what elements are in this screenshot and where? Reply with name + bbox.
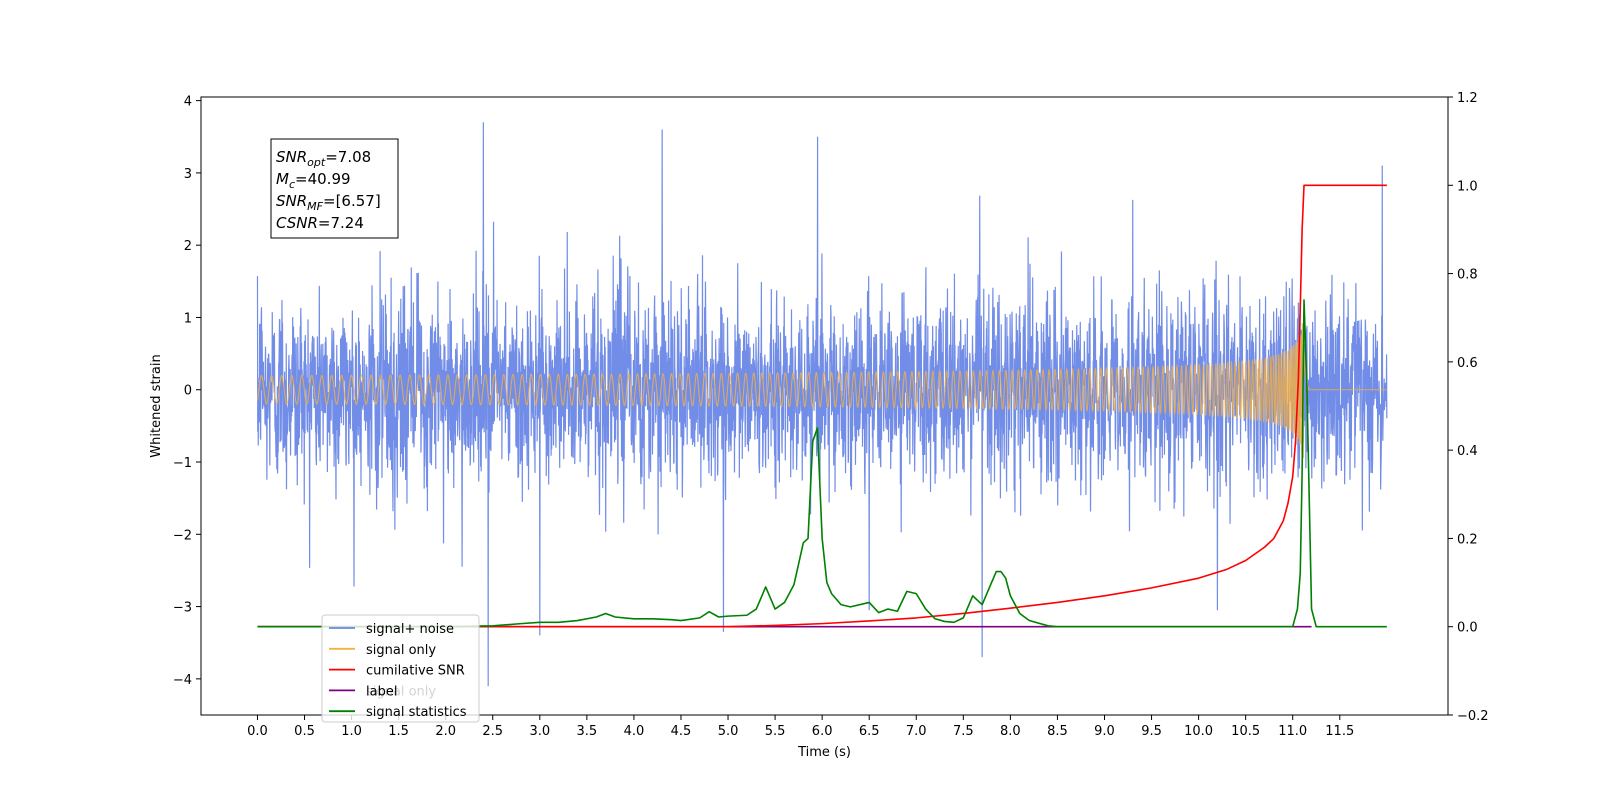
y2-tick-label: 0.4 bbox=[1457, 444, 1478, 459]
x-tick-label: 0.0 bbox=[247, 724, 268, 739]
series-signal-statistics-line bbox=[257, 299, 1387, 628]
x-tick-label: 5.5 bbox=[765, 724, 786, 739]
y-tick-label: 3 bbox=[184, 167, 192, 182]
x-tick-label: 5.0 bbox=[718, 724, 739, 739]
x-tick-label: 6.5 bbox=[859, 724, 880, 739]
annotation-line: CSNR=7.24 bbox=[276, 214, 364, 232]
x-tick-label: 8.0 bbox=[1000, 724, 1021, 739]
x-tick-label: 11.5 bbox=[1325, 724, 1354, 739]
y-tick-label: 0 bbox=[184, 384, 192, 399]
y2-tick-label: 0.0 bbox=[1457, 621, 1478, 636]
x-tick-label: 2.0 bbox=[435, 724, 456, 739]
y-tick-label: −4 bbox=[173, 673, 192, 688]
y2-tick-label: 0.8 bbox=[1457, 268, 1478, 283]
x-tick-label: 11.0 bbox=[1278, 724, 1307, 739]
y2-tick-label: 0.2 bbox=[1457, 532, 1478, 547]
annotation-frame bbox=[270, 138, 399, 239]
plot-area bbox=[256, 122, 1388, 687]
x-tick-label: 4.5 bbox=[671, 724, 692, 739]
x-tick-label: 9.0 bbox=[1094, 724, 1115, 739]
x-axis-label: Time (s) bbox=[797, 745, 851, 760]
y-tick-label: 4 bbox=[184, 95, 192, 110]
x-tick-label: 10.5 bbox=[1231, 724, 1260, 739]
annotation-line: SNRMF=[6.57] bbox=[276, 192, 381, 213]
y2-tick-label: 1.2 bbox=[1457, 91, 1478, 106]
x-tick-label: 1.5 bbox=[388, 724, 409, 739]
y-tick-label: 2 bbox=[184, 239, 192, 254]
y-axis-label: Whitened strain bbox=[149, 354, 164, 457]
y-tick-label: −1 bbox=[173, 456, 192, 471]
x-tick-label: 7.5 bbox=[953, 724, 974, 739]
x-tick-label: 0.5 bbox=[294, 724, 315, 739]
legend-label: cumilative SNR bbox=[366, 664, 465, 679]
x-tick-label: 10.0 bbox=[1184, 724, 1213, 739]
y2-tick-label: −0.2 bbox=[1457, 709, 1489, 724]
x-tick-label: 2.5 bbox=[482, 724, 503, 739]
y2-tick-label: 1.0 bbox=[1457, 179, 1478, 194]
series-signal-only-line bbox=[256, 323, 1387, 459]
x-tick-label: 7.0 bbox=[906, 724, 927, 739]
plot-frame bbox=[200, 96, 1449, 716]
x-tick-label: 9.5 bbox=[1141, 724, 1162, 739]
legend-label: label bbox=[366, 684, 397, 699]
y-tick-label: −3 bbox=[173, 601, 192, 616]
legend-frame bbox=[321, 614, 480, 723]
series-signal-noise-line bbox=[256, 122, 1388, 687]
y-tick-label: 1 bbox=[184, 311, 192, 326]
x-tick-label: 4.0 bbox=[624, 724, 645, 739]
legend: signal+ noise signal only cumilative SNR la… bbox=[321, 614, 480, 723]
x-tick-label: 1.0 bbox=[341, 724, 362, 739]
legend-label: signal only bbox=[366, 643, 436, 658]
axes: 0.0 0.5 1.0 1.5 2.0 2.5 3.0 3.5 4.0 4.5 5.0 5.5 6.0 6… bbox=[149, 91, 1489, 760]
x-tick-label: 3.5 bbox=[577, 724, 598, 739]
y2-tick-label: 0.6 bbox=[1457, 356, 1478, 371]
legend-label: signal+ noise bbox=[366, 622, 454, 637]
y-tick-label: −2 bbox=[173, 528, 192, 543]
legend-label: signal statistics bbox=[366, 705, 467, 720]
annotation-line: Mc=40.99 bbox=[276, 170, 351, 191]
x-tick-label: 6.0 bbox=[812, 724, 833, 739]
series-cumulative-snr-line bbox=[257, 184, 1387, 628]
x-tick-label: 3.0 bbox=[529, 724, 550, 739]
legend-overlaid-label: signal only bbox=[366, 684, 436, 699]
x-tick-label: 8.5 bbox=[1047, 724, 1068, 739]
annotation-line: SNRopt=7.08 bbox=[276, 148, 371, 169]
